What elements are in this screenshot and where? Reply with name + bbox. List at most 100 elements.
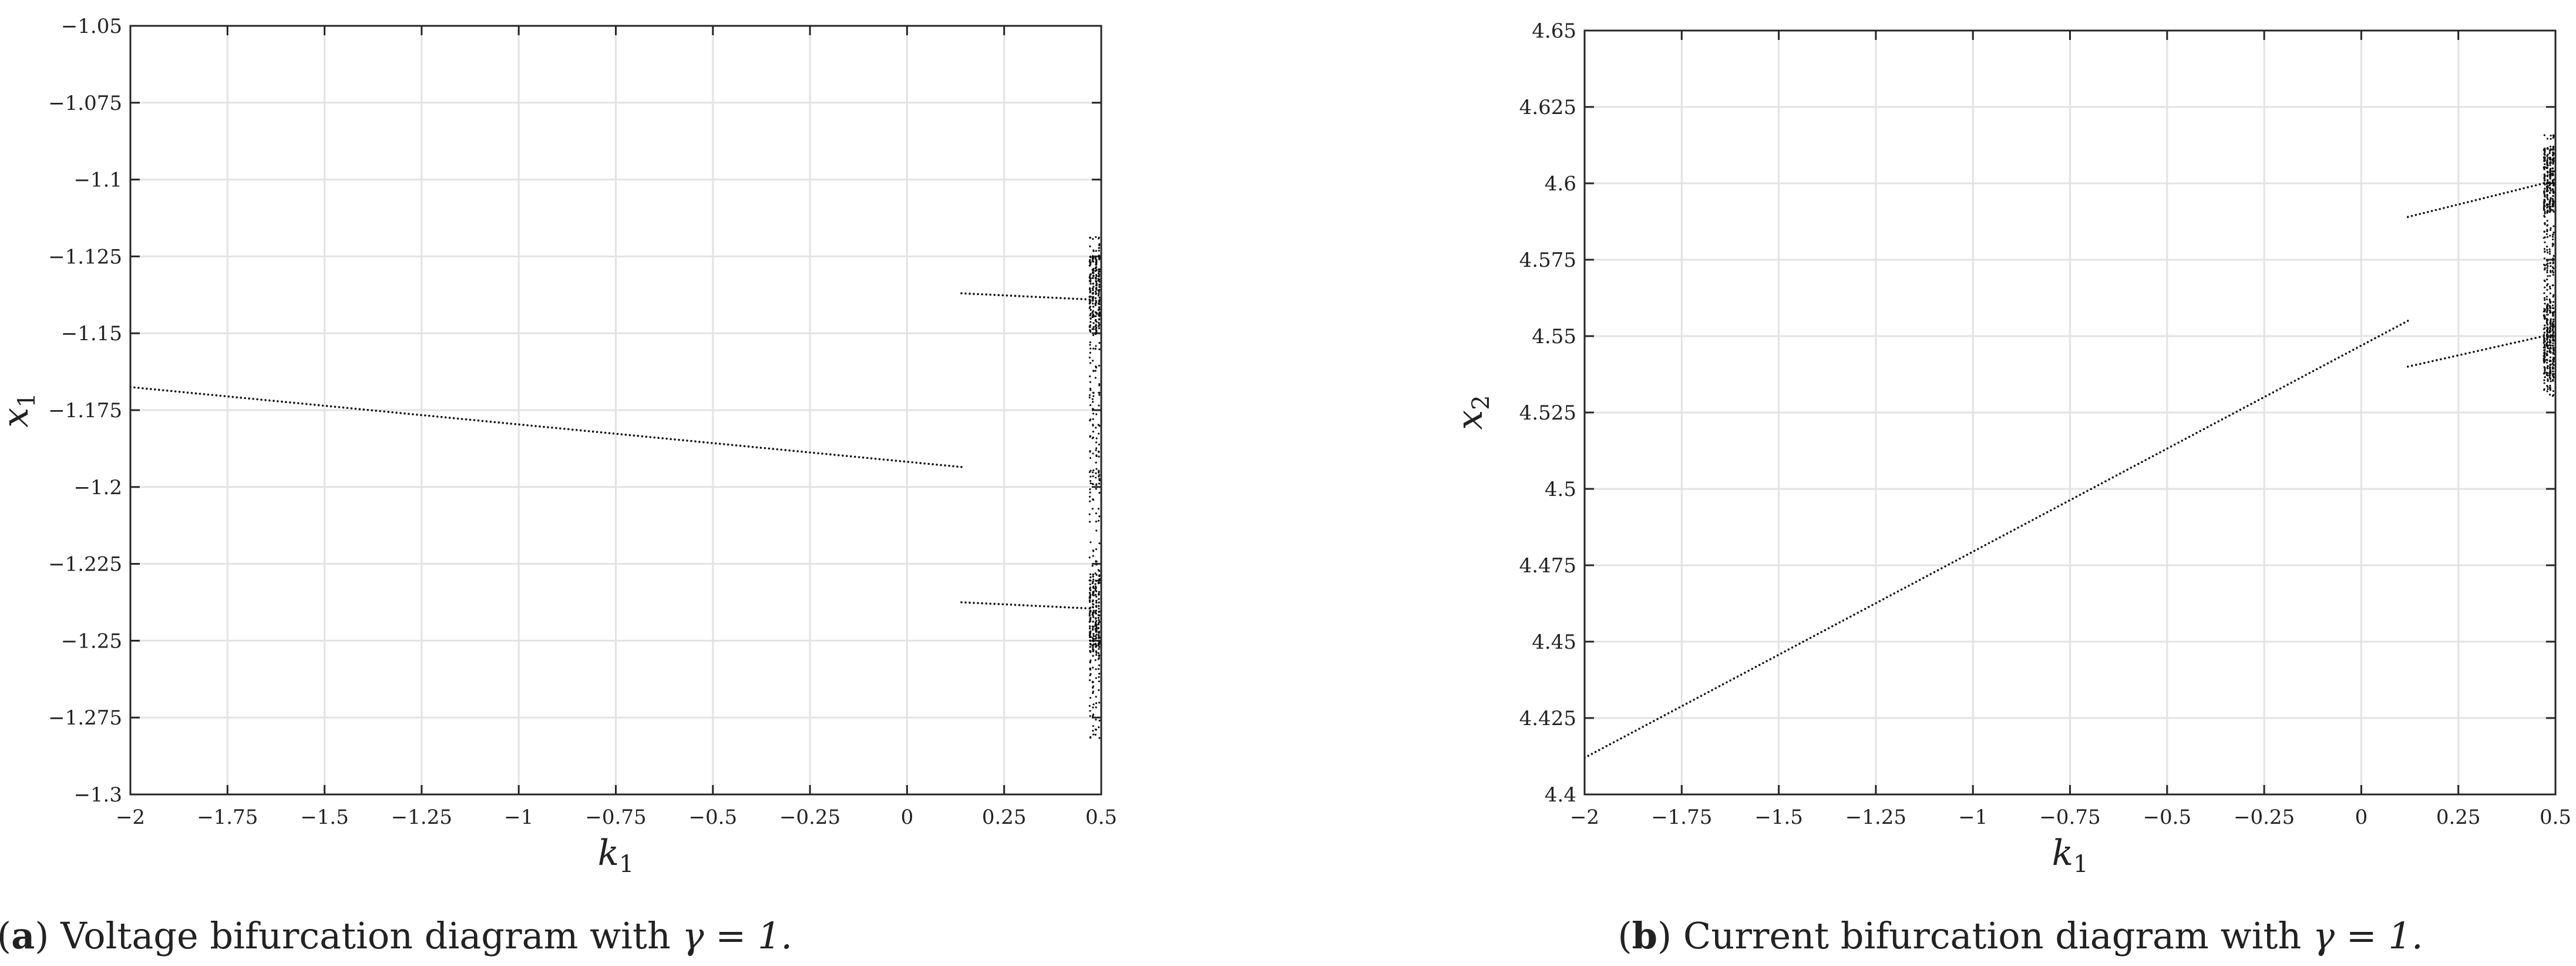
data-point bbox=[1091, 606, 1094, 608]
data-point bbox=[1693, 699, 1695, 701]
data-point bbox=[408, 412, 410, 415]
y-tick-label: −1.075 bbox=[48, 92, 122, 115]
data-point bbox=[2555, 349, 2557, 351]
data-point bbox=[1092, 713, 1095, 716]
data-point bbox=[862, 456, 865, 459]
data-point bbox=[1714, 687, 1717, 689]
data-point bbox=[985, 293, 987, 296]
data-point bbox=[1109, 380, 1111, 381]
data-point bbox=[1098, 591, 1100, 593]
data-point bbox=[1064, 606, 1066, 609]
data-point bbox=[2561, 178, 2563, 180]
data-point bbox=[2558, 143, 2560, 145]
data-point bbox=[2366, 341, 2369, 343]
data-point bbox=[1101, 274, 1102, 276]
data-point bbox=[2564, 252, 2566, 254]
data-point bbox=[1107, 323, 1108, 324]
data-point bbox=[1089, 301, 1091, 304]
data-point bbox=[2093, 486, 2096, 488]
data-point bbox=[2558, 203, 2560, 204]
y-tick-label: −1.125 bbox=[48, 245, 122, 269]
data-point bbox=[277, 400, 279, 402]
data-point bbox=[2544, 344, 2546, 347]
data-point bbox=[1104, 320, 1105, 322]
data-point bbox=[1733, 677, 1736, 680]
data-point bbox=[2561, 369, 2563, 371]
data-point bbox=[2564, 307, 2566, 309]
data-point bbox=[2555, 380, 2557, 382]
data-point bbox=[2564, 165, 2566, 166]
data-point bbox=[2561, 355, 2562, 357]
data-point bbox=[2561, 224, 2562, 226]
data-point bbox=[2546, 279, 2548, 281]
data-point bbox=[2561, 212, 2563, 213]
data-point bbox=[2552, 296, 2554, 298]
data-point bbox=[1098, 593, 1100, 596]
data-point bbox=[1973, 549, 1976, 552]
data-point bbox=[940, 464, 942, 467]
data-point bbox=[1101, 662, 1103, 663]
data-point bbox=[2553, 294, 2555, 296]
data-point bbox=[1088, 613, 1091, 615]
data-point bbox=[2247, 404, 2249, 407]
data-point bbox=[2558, 199, 2560, 201]
data-point bbox=[2558, 349, 2560, 351]
data-point bbox=[1107, 265, 1108, 267]
data-point bbox=[2564, 304, 2566, 306]
data-point bbox=[1110, 280, 1112, 282]
data-point bbox=[2558, 344, 2560, 346]
data-point bbox=[1104, 519, 1106, 521]
data-point bbox=[1900, 588, 1903, 591]
data-point bbox=[2551, 200, 2554, 203]
data-point bbox=[157, 388, 160, 391]
data-point bbox=[1089, 375, 1091, 378]
data-point bbox=[1109, 583, 1111, 585]
data-point bbox=[2206, 426, 2209, 428]
data-point bbox=[1098, 293, 1100, 295]
data-point bbox=[375, 410, 378, 412]
data-point bbox=[1104, 589, 1105, 591]
data-point bbox=[207, 393, 210, 396]
data-point bbox=[1089, 620, 1091, 623]
data-point bbox=[2558, 365, 2560, 367]
x-tick-label: 0 bbox=[901, 806, 914, 829]
data-point bbox=[2115, 474, 2118, 477]
data-point bbox=[1109, 457, 1111, 459]
data-point bbox=[2544, 286, 2546, 289]
data-point bbox=[1107, 421, 1109, 423]
data-point bbox=[682, 439, 684, 442]
data-point bbox=[2546, 251, 2549, 254]
data-point bbox=[1109, 259, 1111, 260]
data-point bbox=[575, 429, 578, 431]
data-point bbox=[1092, 469, 1095, 472]
data-point bbox=[2548, 394, 2551, 396]
data-point bbox=[821, 452, 823, 455]
data-point bbox=[2564, 389, 2566, 391]
data-point bbox=[1798, 642, 1801, 645]
data-point bbox=[1107, 578, 1108, 579]
data-point bbox=[1098, 384, 1101, 387]
data-point bbox=[1104, 624, 1105, 626]
data-point bbox=[2546, 361, 2548, 364]
data-point bbox=[2561, 338, 2562, 340]
branch-0 bbox=[130, 385, 963, 468]
data-point bbox=[2546, 246, 2548, 248]
data-point bbox=[1107, 291, 1109, 293]
data-point bbox=[1109, 631, 1111, 633]
data-point bbox=[2546, 267, 2548, 269]
data-point bbox=[1100, 625, 1101, 628]
data-point bbox=[944, 464, 946, 467]
data-point bbox=[1104, 530, 1105, 532]
data-point bbox=[2561, 394, 2563, 396]
data-point bbox=[2242, 407, 2245, 409]
data-point bbox=[2561, 318, 2563, 320]
data-point bbox=[653, 436, 655, 439]
data-point bbox=[2558, 355, 2560, 357]
data-point bbox=[1109, 655, 1111, 656]
data-point bbox=[2079, 494, 2081, 496]
data-point bbox=[2546, 313, 2548, 316]
data-point bbox=[1104, 246, 1105, 248]
data-point bbox=[1107, 576, 1108, 578]
data-point bbox=[2564, 195, 2565, 197]
data-point bbox=[1095, 365, 1097, 368]
